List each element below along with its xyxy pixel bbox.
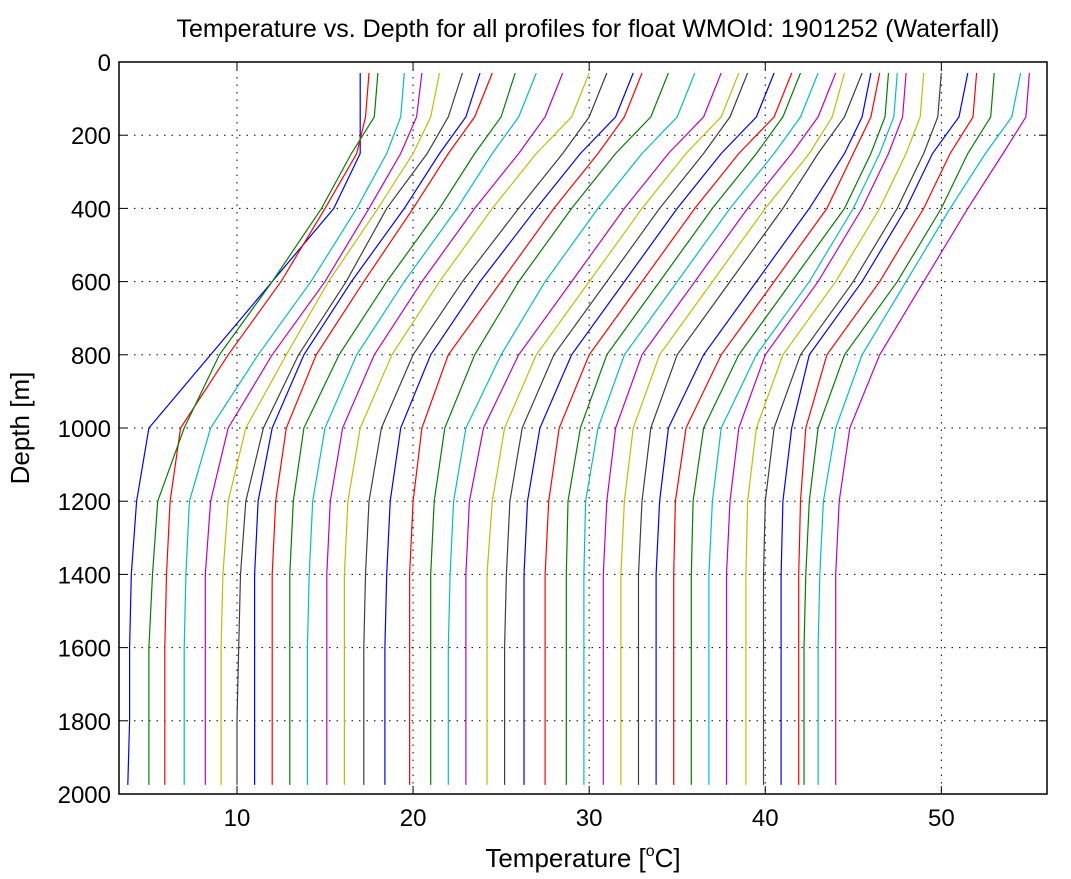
y-tick-label: 1200 — [58, 489, 111, 516]
x-axis-ticks: 10 20 30 40 50 — [224, 62, 955, 832]
x-tick-label: 20 — [400, 805, 427, 832]
profile-line — [803, 72, 995, 785]
y-tick-label: 0 — [98, 50, 111, 77]
y-tick-label: 2000 — [58, 782, 111, 809]
profile-line — [271, 72, 493, 785]
y-axis-ticks: 0 200 400 600 800 1000 1200 1400 1600 1800 2000 — [58, 50, 1047, 809]
profile-line — [565, 72, 802, 785]
profile-line — [780, 72, 969, 785]
profile-line — [409, 72, 643, 785]
profile-line — [326, 72, 564, 785]
profile-line — [183, 72, 405, 785]
y-tick-label: 400 — [71, 196, 111, 223]
profile-line — [762, 72, 942, 785]
profile-line — [523, 72, 775, 785]
profile-line — [236, 72, 463, 785]
profile-line — [583, 72, 819, 785]
profile-line — [817, 72, 1022, 785]
profile-line — [637, 72, 863, 785]
profile-line — [127, 73, 361, 785]
profile-line — [504, 72, 749, 785]
profile-line — [725, 72, 907, 785]
series-layer — [127, 72, 1030, 785]
x-tick-label: 30 — [576, 805, 603, 832]
profile-line — [306, 72, 537, 785]
x-axis-label: Temperature [oC] — [485, 843, 680, 873]
profile-line — [148, 72, 379, 785]
y-tick-label: 1400 — [58, 562, 111, 589]
profile-line — [602, 72, 837, 785]
x-tick-label: 10 — [224, 805, 251, 832]
profile-line — [447, 72, 696, 785]
profile-line — [465, 72, 722, 785]
profile-line — [673, 72, 881, 785]
grid — [119, 62, 1047, 794]
y-tick-label: 1600 — [58, 636, 111, 663]
profile-line — [384, 72, 634, 785]
profile-line — [430, 72, 669, 785]
profile-line — [655, 72, 872, 785]
y-tick-label: 200 — [71, 123, 111, 150]
y-tick-label: 1800 — [58, 709, 111, 736]
profile-line — [544, 72, 793, 785]
y-tick-label: 600 — [71, 270, 111, 297]
y-axis-label: Depth [m] — [5, 372, 35, 485]
y-tick-label: 1000 — [58, 416, 111, 443]
profile-line — [486, 72, 740, 785]
profile-line — [835, 72, 1030, 785]
profile-line — [363, 72, 608, 785]
profile-line — [708, 72, 898, 785]
profile-line — [289, 72, 516, 785]
x-tick-label: 40 — [752, 805, 779, 832]
profile-line — [690, 72, 890, 785]
profile-line — [204, 72, 423, 785]
profile-line — [220, 72, 441, 785]
y-tick-label: 800 — [71, 343, 111, 370]
chart-title: Temperature vs. Depth for all profiles f… — [176, 15, 999, 43]
profile-line — [798, 72, 978, 785]
profile-line — [620, 72, 846, 785]
profile-line — [343, 72, 590, 785]
x-tick-label: 50 — [928, 805, 955, 832]
profile-line — [745, 72, 925, 785]
profile-line — [164, 72, 370, 785]
profile-line — [254, 72, 481, 785]
